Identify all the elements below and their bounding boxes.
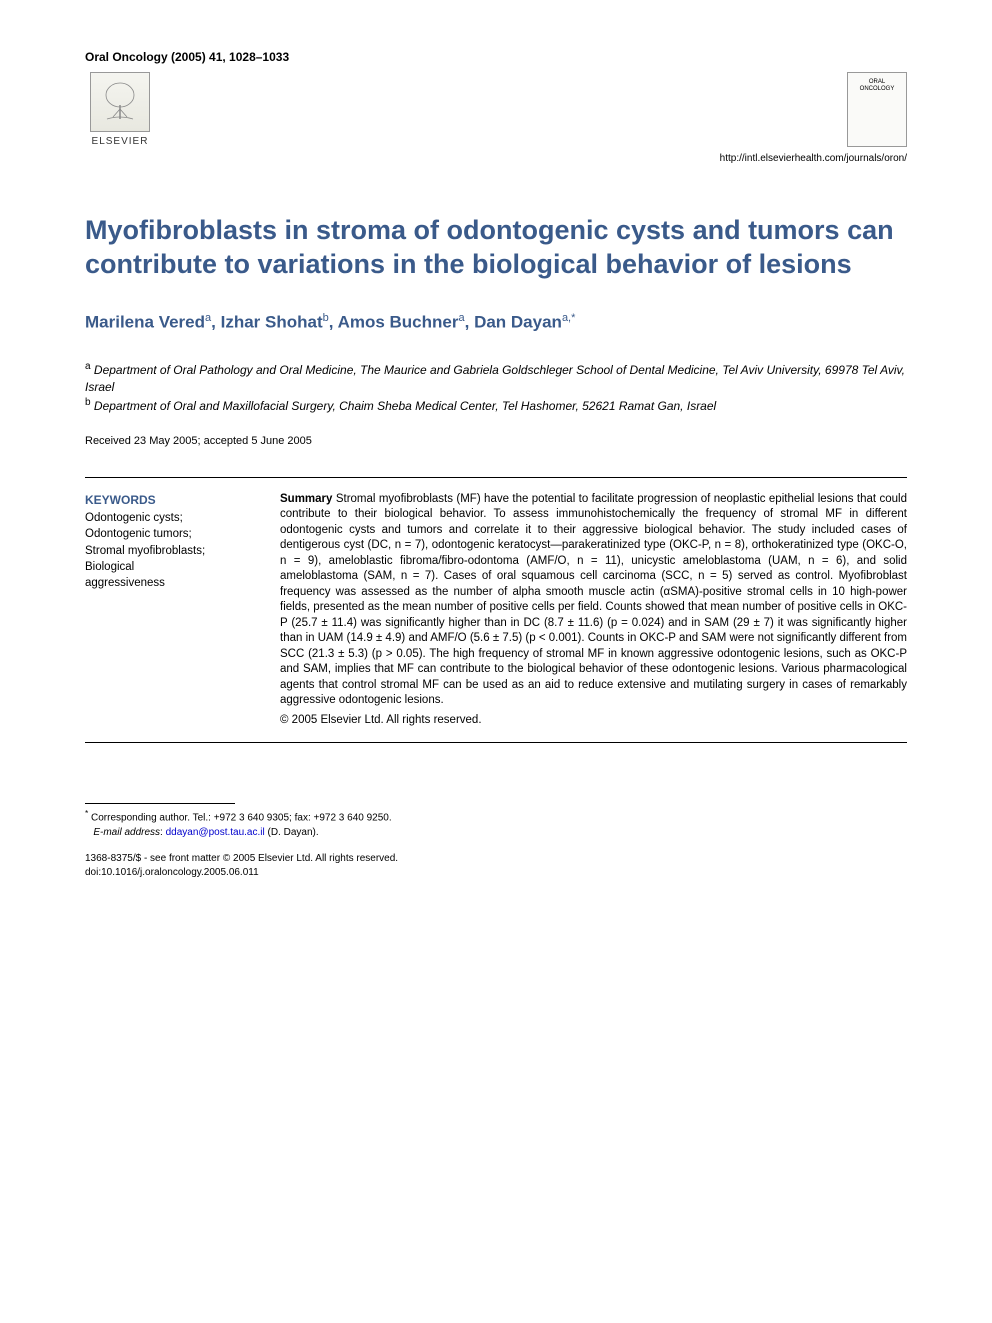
footer-line2: doi:10.1016/j.oraloncology.2005.06.011 — [85, 866, 907, 880]
cover-title-line2: ONCOLOGY — [860, 86, 895, 93]
author-3: Amos Buchner — [338, 312, 459, 331]
affil-a-text: Department of Oral Pathology and Oral Me… — [85, 363, 905, 394]
author-4: Dan Dayan — [474, 312, 562, 331]
journal-cover-thumbnail: ORAL ONCOLOGY — [847, 72, 907, 147]
keywords-heading: KEYWORDS — [85, 492, 260, 509]
affiliation-a: a Department of Oral Pathology and Oral … — [85, 360, 907, 396]
email-link[interactable]: ddayan@post.tau.ac.il — [166, 827, 265, 838]
author-2: Izhar Shohat — [221, 312, 323, 331]
corresponding-author: * Corresponding author. Tel.: +972 3 640… — [85, 808, 907, 839]
corresponding-text: Corresponding author. Tel.: +972 3 640 9… — [88, 813, 391, 824]
email-label: E-mail address — [93, 827, 160, 838]
footer-info: 1368-8375/$ - see front matter © 2005 El… — [85, 852, 907, 880]
author-3-affil: a — [458, 312, 464, 324]
author-2-affil: b — [323, 312, 329, 324]
summary-copyright: © 2005 Elsevier Ltd. All rights reserved… — [280, 713, 907, 729]
keywords-column: KEYWORDS Odontogenic cysts; Odontogenic … — [85, 492, 260, 729]
summary-label: Summary — [280, 493, 332, 505]
email-suffix: (D. Dayan). — [265, 827, 319, 838]
authors-list: Marilena Vereda, Izhar Shohatb, Amos Buc… — [85, 312, 907, 333]
elsevier-text: ELSEVIER — [92, 136, 149, 147]
article-dates: Received 23 May 2005; accepted 5 June 20… — [85, 435, 907, 447]
summary-text: Stromal myofibroblasts (MF) have the pot… — [280, 493, 907, 707]
affil-b-text: Department of Oral and Maxillofacial Sur… — [91, 399, 717, 413]
author-1-affil: a — [205, 312, 211, 324]
article-title: Myofibroblasts in stroma of odontogenic … — [85, 214, 907, 282]
author-4-affil: a,* — [562, 312, 575, 324]
affiliations: a Department of Oral Pathology and Oral … — [85, 360, 907, 414]
author-1: Marilena Vered — [85, 312, 205, 331]
journal-reference: Oral Oncology (2005) 41, 1028–1033 — [85, 50, 289, 64]
keywords-list: Odontogenic cysts; Odontogenic tumors; S… — [85, 510, 260, 590]
abstract-box: KEYWORDS Odontogenic cysts; Odontogenic … — [85, 477, 907, 744]
footer-line1: 1368-8375/$ - see front matter © 2005 El… — [85, 852, 907, 866]
cover-title-line1: ORAL — [869, 79, 885, 86]
summary-column: Summary Stromal myofibroblasts (MF) have… — [280, 492, 907, 729]
affiliation-b: b Department of Oral and Maxillofacial S… — [85, 396, 907, 415]
elsevier-tree-icon — [90, 72, 150, 132]
journal-url[interactable]: http://intl.elsevierhealth.com/journals/… — [85, 153, 907, 164]
footnote-separator — [85, 803, 235, 804]
elsevier-logo: ELSEVIER — [85, 72, 155, 147]
